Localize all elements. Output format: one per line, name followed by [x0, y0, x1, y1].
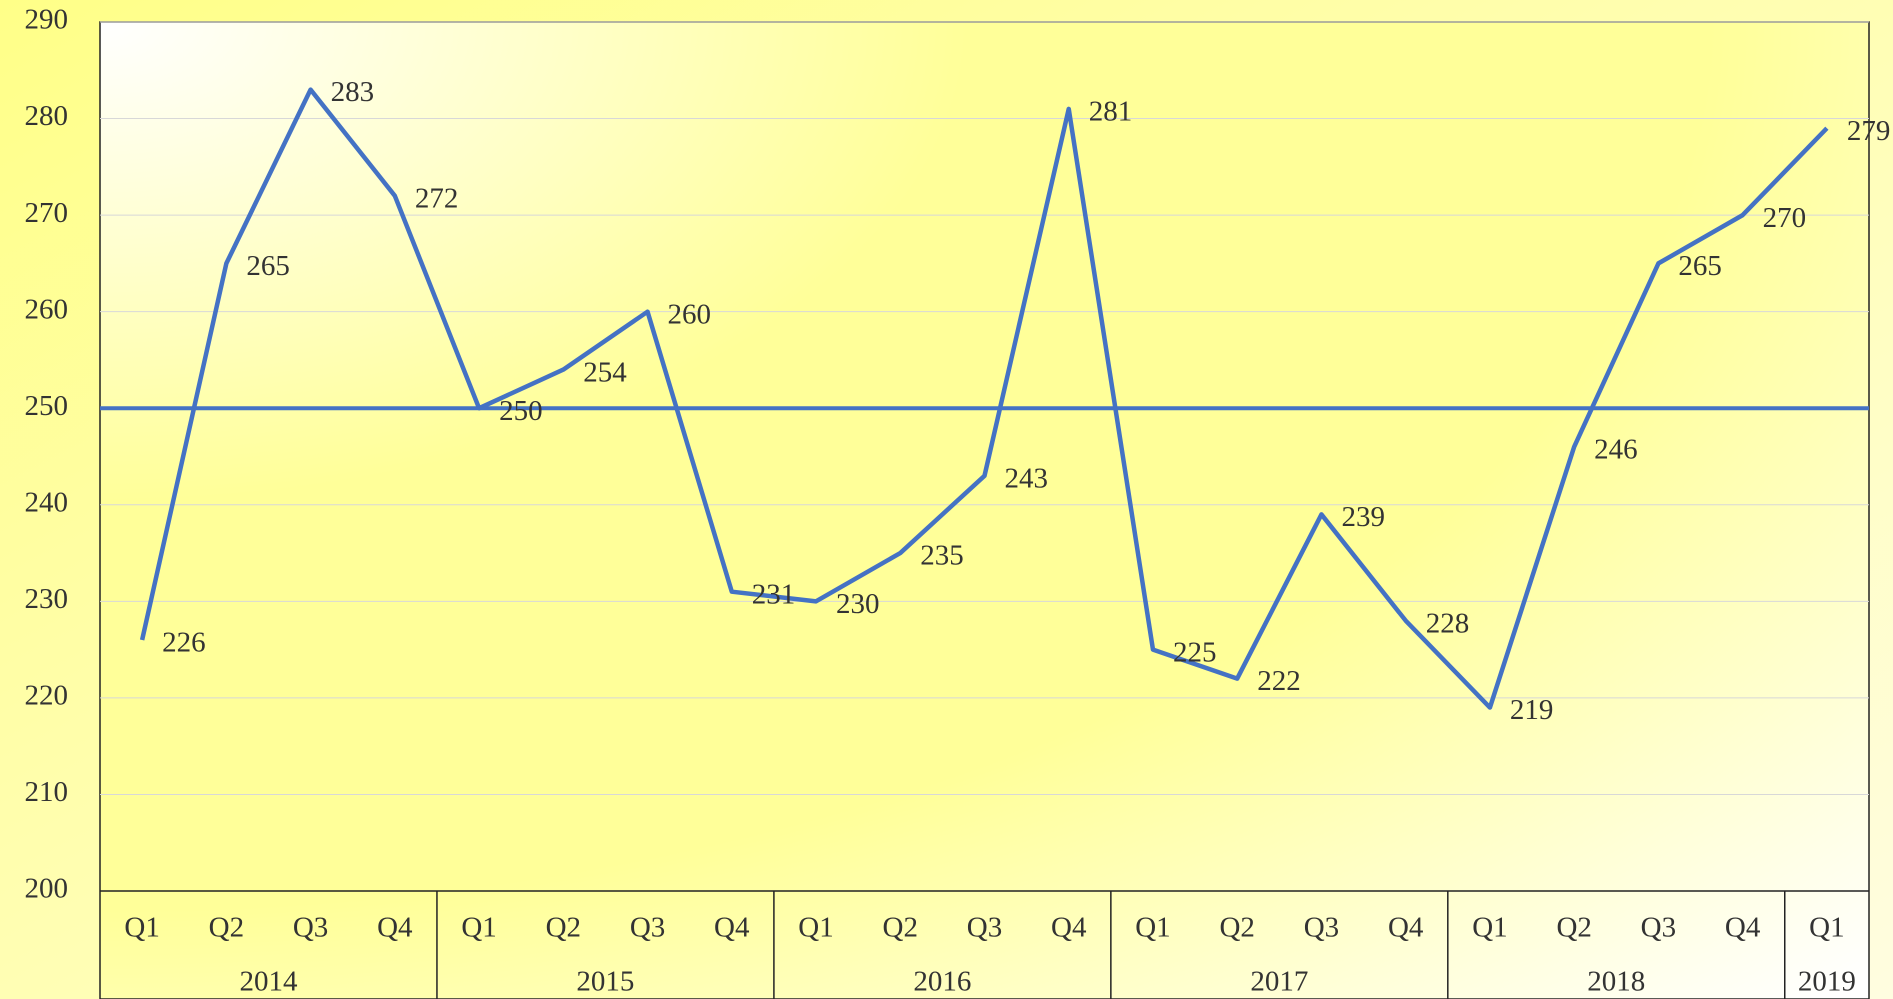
- x-tick-label: Q4: [714, 912, 750, 944]
- x-tick-label: Q1: [798, 912, 833, 944]
- data-label: 228: [1426, 607, 1470, 639]
- group-label: 2017: [1250, 966, 1308, 998]
- data-label: 225: [1173, 636, 1217, 668]
- x-tick-label: Q2: [546, 912, 581, 944]
- x-tick-label: Q4: [377, 912, 413, 944]
- data-label: 260: [668, 298, 712, 330]
- y-tick-label: 240: [25, 486, 69, 518]
- data-label: 265: [246, 250, 290, 282]
- data-label: 239: [1341, 501, 1385, 533]
- y-tick-label: 260: [25, 293, 69, 325]
- x-tick-label: Q2: [1556, 912, 1591, 944]
- group-label: 2015: [576, 966, 634, 998]
- group-label: 2016: [913, 966, 971, 998]
- group-label: 2014: [239, 966, 298, 998]
- data-label: 272: [415, 182, 459, 214]
- data-label: 222: [1257, 665, 1301, 697]
- x-tick-label: Q4: [1725, 912, 1761, 944]
- y-tick-label: 210: [25, 776, 69, 808]
- data-label: 250: [499, 395, 542, 427]
- data-line: [139, 87, 1829, 710]
- x-tick-label: Q2: [209, 912, 244, 944]
- x-tick-label: Q4: [1051, 912, 1087, 944]
- x-tick-label: Q3: [630, 912, 665, 944]
- y-tick-label: 200: [25, 873, 69, 905]
- y-tick-label: 250: [25, 390, 69, 422]
- x-tick-label: Q1: [461, 912, 496, 944]
- group-label: 2019: [1798, 966, 1856, 998]
- x-tick-label: Q1: [1135, 912, 1170, 944]
- data-label: 254: [583, 356, 627, 388]
- x-tick-label: Q3: [293, 912, 328, 944]
- data-label: 265: [1678, 250, 1722, 282]
- data-label: 283: [331, 76, 375, 108]
- x-tick-label: Q2: [883, 912, 918, 944]
- y-tick-label: 220: [25, 680, 69, 712]
- x-tick-label: Q2: [1219, 912, 1254, 944]
- x-tick-label: Q1: [1809, 912, 1844, 944]
- y-tick-label: 280: [25, 100, 69, 132]
- data-label: 270: [1763, 202, 1807, 234]
- data-label: 231: [752, 578, 796, 610]
- data-label: 281: [1089, 96, 1133, 128]
- data-label: 279: [1847, 115, 1891, 147]
- data-label: 219: [1510, 694, 1554, 726]
- y-tick-label: 290: [25, 4, 69, 36]
- data-label: 230: [836, 588, 880, 620]
- y-tick-label: 270: [25, 197, 69, 229]
- plot-area: [99, 21, 1870, 999]
- data-label: 226: [162, 627, 206, 659]
- data-label: 243: [1005, 462, 1049, 494]
- x-tick-label: Q4: [1388, 912, 1424, 944]
- x-tick-label: Q3: [1641, 912, 1676, 944]
- data-label: 235: [920, 540, 964, 572]
- y-tick-label: 230: [25, 583, 69, 615]
- group-label: 2018: [1587, 966, 1645, 998]
- x-tick-label: Q3: [967, 912, 1002, 944]
- x-tick-label: Q1: [1472, 912, 1507, 944]
- x-tick-label: Q1: [124, 912, 159, 944]
- data-label: 246: [1594, 434, 1638, 466]
- x-tick-label: Q3: [1304, 912, 1339, 944]
